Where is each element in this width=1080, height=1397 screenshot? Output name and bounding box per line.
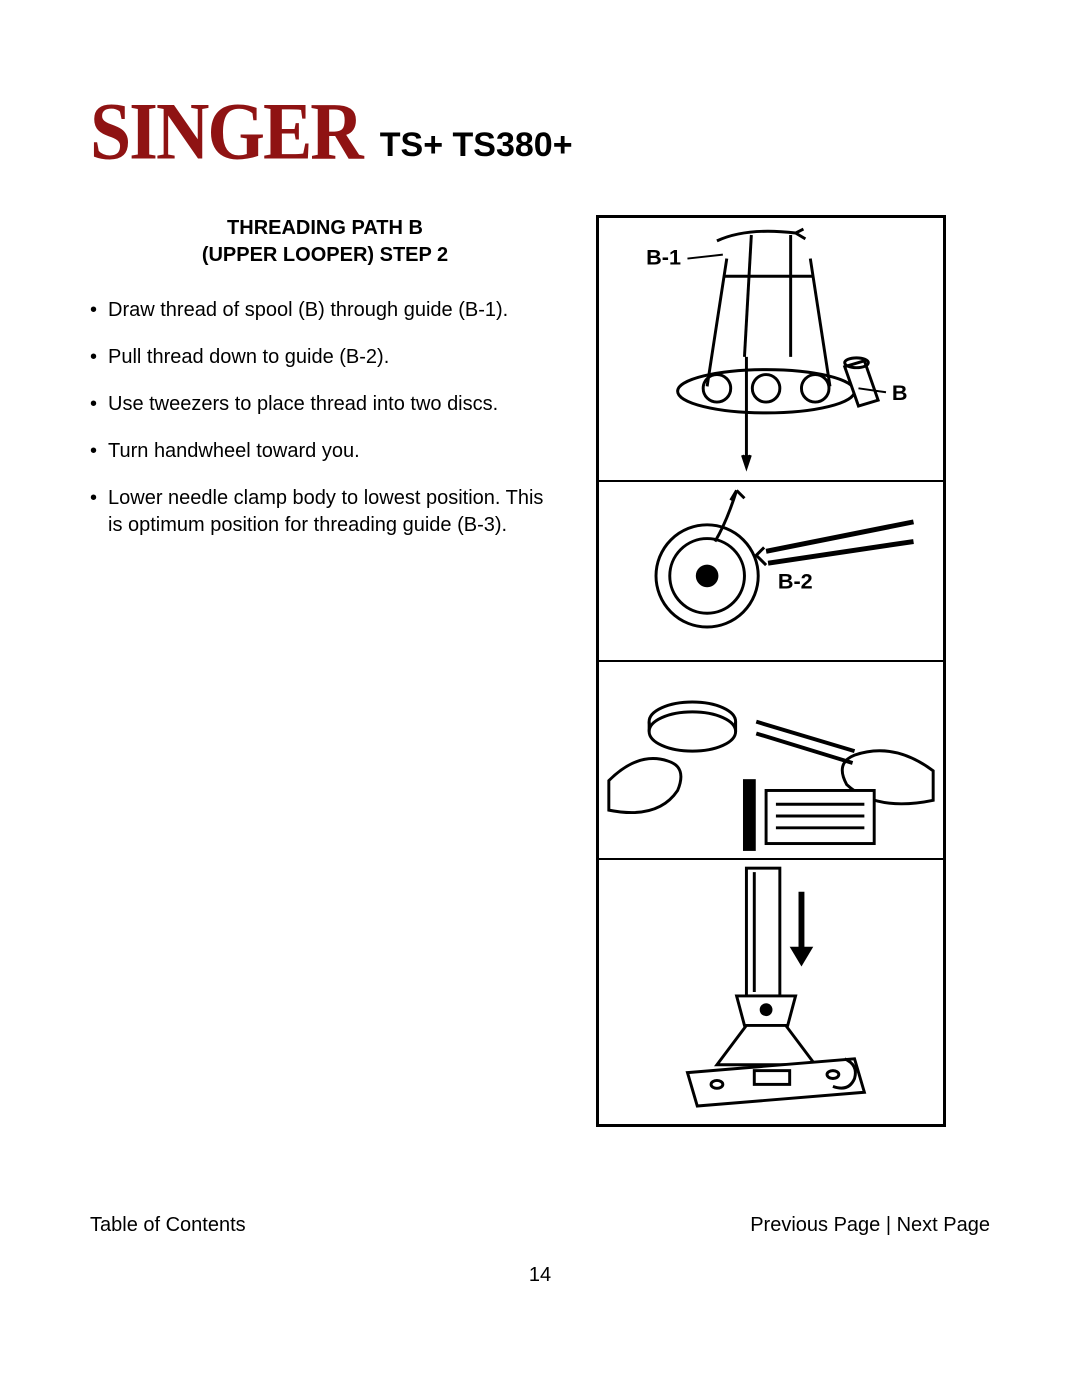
page-header: SINGER TS+ TS380+ — [90, 90, 990, 175]
threading-figure: B-1 B — [596, 215, 946, 1127]
nav-separator: | — [880, 1214, 896, 1236]
figure-panel-2: B-2 — [599, 482, 943, 662]
prev-page-link[interactable]: Previous Page — [750, 1214, 880, 1236]
step-item: Pull thread down to guide (B-2). — [90, 344, 560, 371]
figure-panel-3 — [599, 662, 943, 860]
step-item: Use tweezers to place thread into two di… — [90, 391, 560, 418]
text-column: THREADING PATH B (UPPER LOOPER) STEP 2 D… — [90, 215, 560, 1127]
figure-column: B-1 B — [596, 215, 990, 1127]
section-title: THREADING PATH B (UPPER LOOPER) STEP 2 — [90, 215, 560, 269]
step-list: Draw thread of spool (B) through guide (… — [90, 297, 560, 539]
page-footer: Table of Contents Previous Page | Next P… — [90, 1214, 990, 1237]
page-number: 14 — [0, 1264, 1080, 1287]
label-b: B — [892, 380, 908, 405]
label-b2: B-2 — [778, 569, 813, 594]
step-item: Lower needle clamp body to lowest positi… — [90, 485, 560, 539]
page-body: THREADING PATH B (UPPER LOOPER) STEP 2 D… — [90, 215, 990, 1127]
toc-link[interactable]: Table of Contents — [90, 1214, 246, 1237]
model-number: TS+ TS380+ — [380, 126, 573, 175]
step-item: Draw thread of spool (B) through guide (… — [90, 297, 560, 324]
page-nav: Previous Page | Next Page — [750, 1214, 990, 1237]
title-line-2: (UPPER LOOPER) STEP 2 — [202, 244, 448, 266]
next-page-link[interactable]: Next Page — [897, 1214, 990, 1236]
figure-panel-1: B-1 B — [599, 218, 943, 482]
title-line-1: THREADING PATH B — [227, 217, 423, 239]
label-b1: B-1 — [646, 244, 681, 269]
brand-logo: SINGER — [90, 86, 362, 180]
manual-page: SINGER TS+ TS380+ THREADING PATH B (UPPE… — [0, 0, 1080, 1397]
figure-panel-4 — [599, 860, 943, 1124]
step-item: Turn handwheel toward you. — [90, 438, 560, 465]
